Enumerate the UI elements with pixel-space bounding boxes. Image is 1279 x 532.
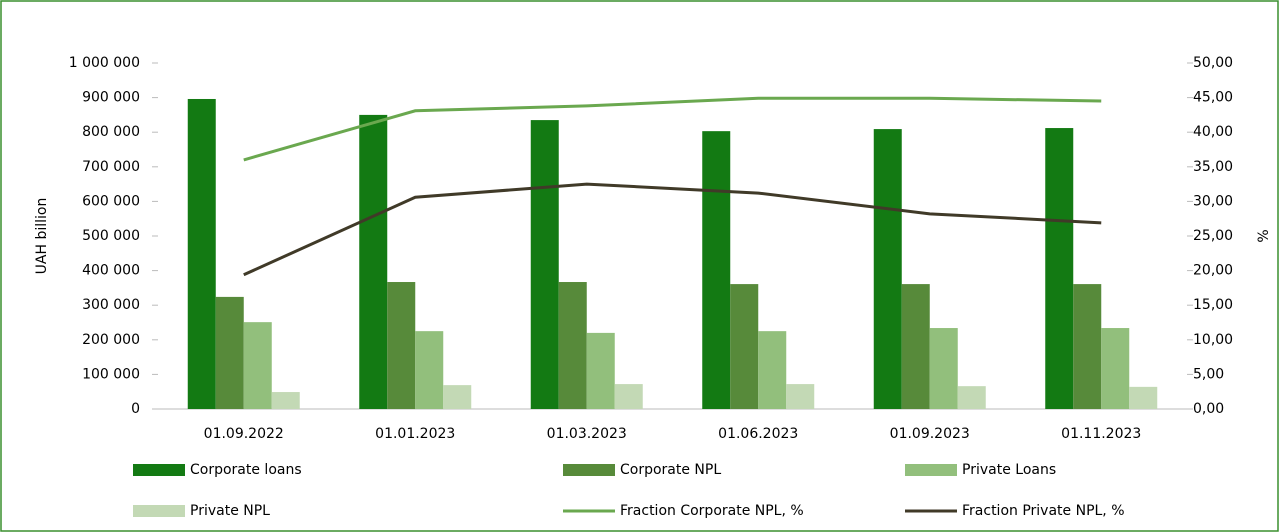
y-tick-label: 300 000 xyxy=(82,297,140,313)
y2-tick-label: 40,00 xyxy=(1193,124,1233,140)
x-tick-label: 01.01.2023 xyxy=(375,426,455,442)
legend-label: Corporate NPL xyxy=(620,462,721,478)
y-tick-label: 700 000 xyxy=(82,159,140,175)
y2-tick-label: 25,00 xyxy=(1193,228,1233,244)
bar xyxy=(901,284,930,409)
bar xyxy=(215,296,244,409)
bar xyxy=(443,385,472,409)
bar xyxy=(786,384,815,409)
y2-tick-label: 35,00 xyxy=(1193,159,1233,175)
bar xyxy=(1101,328,1130,409)
y2-tick-label: 5,00 xyxy=(1193,366,1224,382)
bar xyxy=(243,322,272,409)
x-tick-label: 01.09.2023 xyxy=(890,426,970,442)
line-series xyxy=(243,96,1102,162)
bar xyxy=(929,328,958,409)
y2-tick-label: 10,00 xyxy=(1193,332,1233,348)
legend-label: Fraction Corporate NPL, % xyxy=(620,503,804,519)
x-tick-label: 01.11.2023 xyxy=(1061,426,1141,442)
bar xyxy=(187,98,216,409)
bar xyxy=(586,332,615,409)
y-tick-label: 0 xyxy=(131,401,140,417)
legend-swatch xyxy=(133,464,185,476)
bar xyxy=(415,331,444,409)
y2-tick-label: 0,00 xyxy=(1193,401,1224,417)
line-series xyxy=(243,182,1102,277)
bar xyxy=(387,282,416,409)
y-tick-label: 600 000 xyxy=(82,193,140,209)
y-tick-label: 900 000 xyxy=(82,90,140,106)
x-tick-label: 01.06.2023 xyxy=(718,426,798,442)
bar xyxy=(758,331,787,409)
y-tick-label: 1 000 000 xyxy=(69,55,140,71)
legend-label: Corporate loans xyxy=(190,462,302,478)
y-tick-label: 800 000 xyxy=(82,124,140,140)
legend-label: Private NPL xyxy=(190,503,270,519)
bar xyxy=(614,384,643,409)
bar xyxy=(957,386,986,409)
y2-tick-label: 50,00 xyxy=(1193,55,1233,71)
bar xyxy=(730,284,759,409)
x-tick-label: 01.09.2022 xyxy=(204,426,284,442)
y2-tick-label: 45,00 xyxy=(1193,90,1233,106)
bar xyxy=(271,392,300,409)
legend-swatch xyxy=(563,464,615,476)
legend-swatch xyxy=(133,505,185,517)
y-tick-label: 400 000 xyxy=(82,263,140,279)
y-tick-label: 200 000 xyxy=(82,332,140,348)
y2-axis-label: % xyxy=(1256,229,1272,242)
x-tick-label: 01.03.2023 xyxy=(547,426,627,442)
y-tick-label: 500 000 xyxy=(82,228,140,244)
y2-tick-label: 15,00 xyxy=(1193,297,1233,313)
legend-label: Fraction Private NPL, % xyxy=(962,503,1125,519)
bar xyxy=(702,131,731,410)
bar xyxy=(558,282,587,409)
y-tick-label: 100 000 xyxy=(82,366,140,382)
legend-label: Private Loans xyxy=(962,462,1056,478)
y-axis-label: UAH billion xyxy=(34,198,50,275)
bar xyxy=(530,120,559,409)
y2-tick-label: 30,00 xyxy=(1193,193,1233,209)
bar xyxy=(1129,386,1158,409)
y2-tick-label: 20,00 xyxy=(1193,263,1233,279)
bar xyxy=(1073,284,1102,409)
bar xyxy=(873,129,902,409)
bar xyxy=(359,114,388,410)
legend-swatch xyxy=(905,464,957,476)
bar xyxy=(1045,128,1074,409)
